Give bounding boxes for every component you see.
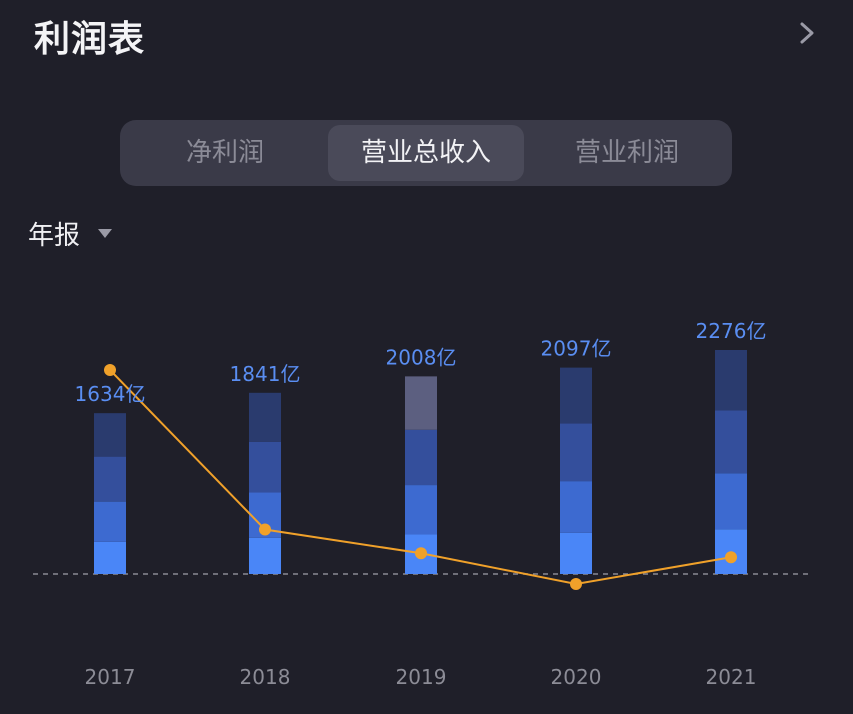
x-tick-label: 2017: [85, 665, 136, 689]
bar-segment: [249, 537, 281, 574]
x-tick-label: 2020: [551, 665, 602, 689]
bar-segment: [560, 532, 592, 574]
trend-point: [259, 523, 271, 536]
page-title: 利润表: [34, 19, 146, 60]
caret-down-icon: [98, 229, 113, 238]
bar-segment: [94, 456, 126, 502]
bar-value-label: 2276亿: [696, 319, 767, 343]
bar-value-label: 1841亿: [230, 362, 301, 386]
bar-segment: [94, 413, 126, 457]
bar-segment: [715, 410, 747, 474]
tab-operating-profit[interactable]: 营业利润: [574, 138, 679, 168]
bar-segment: [249, 392, 281, 442]
bar-segment: [94, 501, 126, 542]
period-label: 年报: [28, 221, 81, 251]
period-selector[interactable]: 年报: [28, 216, 113, 256]
bar-segment: [249, 441, 281, 493]
trend-point: [570, 578, 582, 590]
tab-net-profit[interactable]: 净利润: [185, 138, 264, 168]
bar-segment: [715, 350, 747, 411]
bar-segment: [560, 423, 592, 482]
bar-value-label: 2097亿: [541, 337, 612, 361]
header: 利润表: [0, 0, 853, 70]
bar-segment: [405, 376, 437, 430]
bar-value-label: 1634亿: [75, 382, 146, 406]
bar-segment: [405, 429, 437, 486]
trend-point: [415, 547, 427, 560]
bar-value-label: 2008亿: [386, 345, 457, 369]
x-tick-label: 2019: [396, 665, 447, 689]
bar-segment: [715, 473, 747, 530]
chevron-right-icon[interactable]: [792, 18, 822, 48]
trend-point: [725, 551, 737, 564]
x-tick-label: 2018: [240, 665, 291, 689]
bar-segment: [560, 367, 592, 424]
bar-segment: [560, 481, 592, 533]
metric-segmented-control: 净利润 营业总收入 营业利润: [120, 120, 732, 186]
x-tick-label: 2021: [706, 665, 757, 689]
bar-segment: [94, 541, 126, 574]
bar-segment: [405, 485, 437, 535]
tab-total-revenue[interactable]: 营业总收入: [328, 125, 524, 181]
revenue-chart: 1634亿 1841亿 2008亿 2097亿 2276亿 2017 2018 2019 202…: [33, 319, 808, 689]
trend-point: [104, 364, 116, 376]
